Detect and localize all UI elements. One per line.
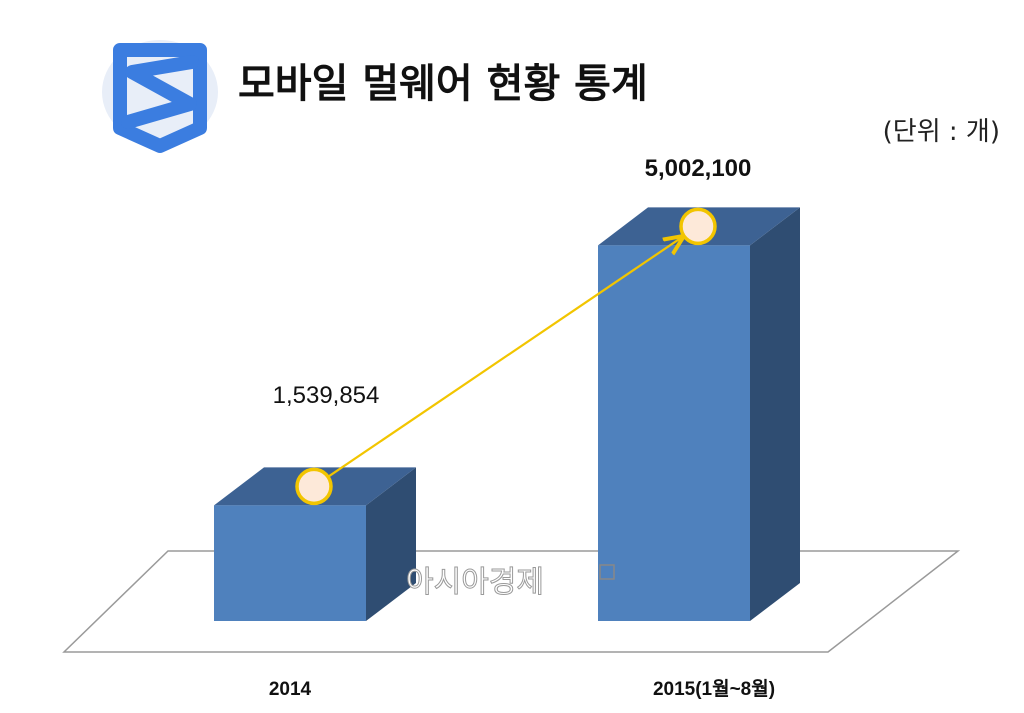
category-label: 2015(1월~8월) <box>653 678 775 700</box>
watermark: 아시아경제 <box>406 565 544 600</box>
unit-label: (단위 : 개) <box>883 117 1000 147</box>
chart-title: 모바일 멀웨어 현황 통계 <box>238 61 648 107</box>
category-label: 2014 <box>269 679 312 700</box>
bar-front <box>598 245 750 621</box>
bar-side <box>750 207 800 621</box>
growth-arrow <box>327 237 682 478</box>
bars-layer <box>214 207 800 621</box>
bar-top-marker <box>295 467 333 506</box>
bar-front <box>214 505 366 621</box>
bar-side <box>366 467 416 621</box>
bar-1 <box>598 207 800 621</box>
watermark-mark-icon <box>599 564 615 580</box>
value-label: 1,539,854 <box>273 382 380 409</box>
shield-s-logo-icon <box>102 40 218 153</box>
bar-top-marker <box>679 207 717 246</box>
value-label: 5,002,100 <box>645 155 752 182</box>
